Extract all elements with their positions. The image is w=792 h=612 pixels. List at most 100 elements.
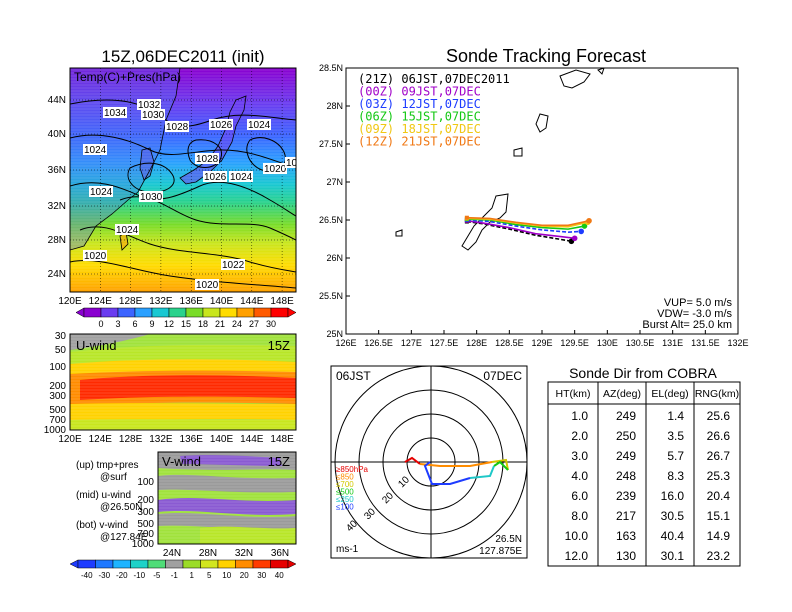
colorbar-label: 24 bbox=[232, 319, 242, 329]
pressure-legend-entry: ≤500 bbox=[336, 488, 354, 497]
pressure-legend-entry: ≤700 bbox=[336, 480, 354, 489]
uwind-pressure-label: 300 bbox=[49, 391, 66, 402]
korea-landmass bbox=[140, 148, 154, 180]
map-lon-label: 148E bbox=[270, 296, 294, 307]
sonde-table-header: RNG(km) bbox=[695, 388, 739, 400]
track-legend: (21Z) 06JST,07DEC2011(00Z) 09JST,07DEC(0… bbox=[358, 72, 510, 149]
sonde-table-cell: 249 bbox=[616, 449, 636, 463]
sonde-table-cell: 4.0 bbox=[571, 469, 588, 483]
vwind-label: V-wind bbox=[162, 454, 201, 469]
track-legend-entry: (12Z) 21JST,07DEC bbox=[358, 135, 481, 149]
track-lon-label: 126.5E bbox=[364, 338, 393, 348]
isobar-label: 1028 bbox=[166, 122, 189, 133]
legend-note-line1: (bot) v-wind bbox=[76, 520, 128, 531]
sonde-table-header: EL(deg) bbox=[651, 388, 688, 400]
sonde-table-title: Sonde Dir from COBRA bbox=[569, 365, 717, 381]
sonde-table-cell: 217 bbox=[616, 509, 636, 523]
track-lat-label: 28N bbox=[326, 101, 343, 111]
polar-pressure-legend: ≥850hPa≤850≤700≤500≤250≤100 bbox=[336, 465, 369, 512]
polar-unit: ms-1 bbox=[336, 544, 359, 555]
isobar-label: 1024 bbox=[248, 120, 271, 131]
wind-colorbar-label: -40 bbox=[81, 571, 93, 580]
vwind-pressure-label: 700 bbox=[137, 529, 154, 540]
colorbar-label: 18 bbox=[198, 319, 208, 329]
sonde-table-cell: 12.0 bbox=[565, 549, 589, 563]
wind-colorbar-swatch bbox=[235, 559, 254, 569]
track-start-point bbox=[464, 215, 469, 220]
track-lon-labels: 126E 126.5E 127E 127.5E 128E 128.5E 129E 129.5E… bbox=[335, 330, 749, 348]
track-lat-label: 26.5N bbox=[319, 215, 343, 225]
uwind-pressure-label: 50 bbox=[55, 345, 67, 356]
wind-colorbar-label: -10 bbox=[133, 571, 145, 580]
colorbar-right-arrow bbox=[287, 307, 297, 318]
isobar-label: 1022 bbox=[222, 260, 245, 271]
colorbar-label: 9 bbox=[149, 319, 154, 329]
wind-colorbar-label: 30 bbox=[257, 571, 266, 580]
isobar-label: 1020 bbox=[84, 251, 107, 262]
vwind-pressure-label: 200 bbox=[137, 495, 154, 506]
vwind-pressure-label: 300 bbox=[137, 507, 154, 518]
uwind-pressure-label: 200 bbox=[49, 381, 66, 392]
vwind-pressure-label: 500 bbox=[137, 519, 154, 530]
wind-colorbar-right-arrow bbox=[287, 559, 297, 569]
isobar-label: 1020 bbox=[196, 280, 219, 291]
colorbar-label: 12 bbox=[164, 319, 174, 329]
isobar-label: 1024 bbox=[230, 172, 253, 183]
isobar-label: 1024 bbox=[90, 187, 113, 198]
wind-colorbar-swatch bbox=[182, 559, 201, 569]
uwind-pressure-label: 1000 bbox=[44, 425, 67, 436]
isobar-label: 1032 bbox=[138, 100, 161, 111]
wind-colorbar-swatch bbox=[217, 559, 236, 569]
sonde-table-cell: 5.7 bbox=[667, 449, 684, 463]
uwind-lon-label: 136E bbox=[180, 434, 204, 445]
uwind-lon-label: 148E bbox=[270, 434, 294, 445]
track-info-line: VDW= -3.0 m/s bbox=[657, 308, 732, 320]
colorbar-swatch bbox=[83, 307, 102, 318]
sonde-table-cell: 130 bbox=[616, 549, 636, 563]
vwind-purple-top bbox=[180, 455, 282, 466]
colorbar-swatch bbox=[253, 307, 272, 318]
map-lon-labels: 120E 124E 128E 132E 136E 140E 144E 148E bbox=[58, 296, 294, 307]
hodograph-trace bbox=[404, 456, 509, 485]
vwind-lat-label: 28N bbox=[199, 548, 217, 559]
pressure-legend-entry: ≤100 bbox=[336, 503, 354, 512]
uwind-lon-label: 124E bbox=[89, 434, 113, 445]
isobar-label: 1030 bbox=[142, 110, 165, 121]
wind-colorbar-swatch bbox=[95, 559, 114, 569]
track-legend-entry: (09Z) 18JST,07DEC bbox=[358, 122, 481, 136]
track-lon-label: 126E bbox=[335, 338, 356, 348]
uwind-gray-band bbox=[70, 334, 150, 350]
isobar-label: 1024 bbox=[116, 225, 139, 236]
sonde-table-cell: 1.0 bbox=[571, 409, 588, 423]
uwind-lon-label: 144E bbox=[240, 434, 264, 445]
sonde-table: Sonde Dir from COBRA HT(km) AZ(deg) EL(deg… bbox=[547, 365, 741, 567]
pressure-legend-entry: ≤250 bbox=[336, 495, 354, 504]
colorbar-swatch bbox=[185, 307, 204, 318]
map-lat-label: 28N bbox=[48, 235, 66, 246]
map-lon-label: 132E bbox=[149, 296, 173, 307]
map-lat-label: 44N bbox=[48, 95, 66, 106]
isobar-label: 1022 bbox=[286, 158, 309, 169]
isobar-label: 1030 bbox=[140, 192, 163, 203]
wind-colorbar-label: 10 bbox=[222, 571, 231, 580]
wind-colorbar-swatch bbox=[270, 559, 289, 569]
wind-colorbar-label: -1 bbox=[171, 571, 179, 580]
track-lat-label: 25N bbox=[326, 329, 343, 339]
sonde-table-cell: 16.0 bbox=[661, 489, 685, 503]
sonde-table-cell: 30.5 bbox=[661, 509, 685, 523]
track-legend-entry: (03Z) 12JST,07DEC bbox=[358, 97, 481, 111]
map-lat-label: 32N bbox=[48, 201, 66, 212]
wind-colorbar-label: 40 bbox=[275, 571, 284, 580]
map-lat-label: 36N bbox=[48, 165, 66, 176]
vwind-lat-label: 36N bbox=[271, 548, 289, 559]
track-lat-label: 25.5N bbox=[319, 291, 343, 301]
sonde-table-cell: 26.7 bbox=[707, 449, 731, 463]
map-lat-label: 40N bbox=[48, 129, 66, 140]
colorbar-label: 30 bbox=[266, 319, 276, 329]
